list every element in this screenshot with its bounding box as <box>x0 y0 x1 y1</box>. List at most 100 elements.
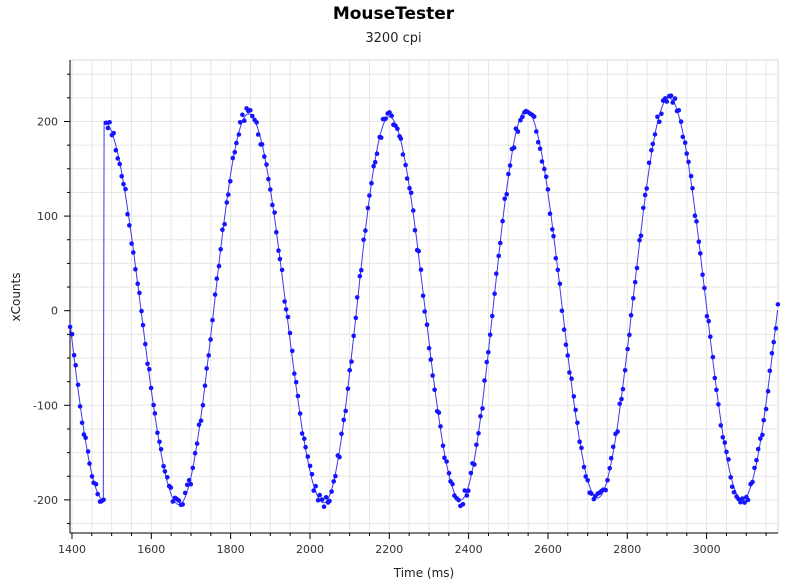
data-point <box>224 200 230 205</box>
data-point <box>240 112 245 118</box>
data-point <box>67 324 73 330</box>
data-point <box>165 475 170 480</box>
data-point <box>718 423 724 428</box>
data-point <box>728 475 733 480</box>
data-point <box>75 382 81 388</box>
data-point <box>738 499 743 505</box>
data-point <box>220 227 225 232</box>
data-point <box>264 162 269 167</box>
data-point <box>550 227 555 232</box>
data-point <box>73 362 78 368</box>
data-point <box>305 454 311 459</box>
data-point <box>619 396 624 402</box>
data-point <box>198 418 204 424</box>
data-point <box>343 408 349 414</box>
data-point <box>498 240 503 246</box>
data-point <box>432 387 437 393</box>
data-point <box>408 190 414 196</box>
data-point <box>627 332 632 338</box>
data-point <box>466 488 471 494</box>
data-point <box>545 187 551 192</box>
data-point <box>188 481 194 487</box>
data-point <box>403 162 408 168</box>
data-point <box>500 218 505 224</box>
data-point <box>430 373 435 378</box>
data-point <box>628 312 634 318</box>
data-point <box>202 383 208 389</box>
data-point <box>702 285 707 291</box>
data-point <box>107 120 112 125</box>
y-tick-label: 0 <box>51 305 58 318</box>
data-point <box>182 490 188 496</box>
data-point <box>161 463 166 469</box>
data-point <box>690 186 695 191</box>
data-point <box>571 394 577 399</box>
data-point <box>573 407 578 413</box>
data-point <box>404 176 410 181</box>
data-point <box>480 406 485 411</box>
data-point <box>534 129 539 134</box>
data-point <box>537 146 543 152</box>
data-point <box>688 173 694 179</box>
data-point <box>557 281 563 287</box>
axes-layer <box>64 59 779 539</box>
data-point <box>765 388 771 394</box>
data-point <box>200 402 206 408</box>
data-point <box>638 233 644 238</box>
data-point <box>502 196 508 202</box>
x-tick-label: 2400 <box>455 543 483 556</box>
x-tick-label: 2200 <box>375 543 403 556</box>
data-point <box>555 267 561 273</box>
data-point <box>69 331 75 337</box>
data-point <box>192 450 198 456</box>
data-point <box>236 132 242 137</box>
data-point <box>684 151 689 156</box>
data-point <box>716 402 721 407</box>
data-point <box>531 114 537 119</box>
data-point <box>769 350 775 356</box>
x-tick-label: 2800 <box>613 543 641 556</box>
data-point <box>553 255 559 261</box>
data-point <box>113 148 119 153</box>
data-point <box>77 404 83 409</box>
data-point <box>329 489 334 494</box>
data-point <box>367 193 372 198</box>
data-point <box>511 145 517 150</box>
data-point <box>129 241 134 246</box>
chart-title: MouseTester <box>332 4 455 24</box>
data-point <box>387 110 392 115</box>
y-tick-label: -100 <box>33 399 58 412</box>
data-point <box>157 439 162 445</box>
data-point <box>763 406 769 412</box>
data-point <box>287 330 293 336</box>
data-point <box>446 470 452 476</box>
data-point <box>83 435 88 441</box>
data-point <box>180 502 185 507</box>
data-point <box>672 96 678 101</box>
data-point <box>615 429 620 434</box>
data-point <box>212 292 218 297</box>
data-point <box>357 273 363 279</box>
data-point <box>363 228 368 233</box>
data-point <box>232 150 238 155</box>
x-tick-label: 2600 <box>534 543 562 556</box>
data-point <box>270 202 275 208</box>
data-point <box>140 322 146 328</box>
data-point <box>680 134 686 140</box>
data-point <box>276 248 281 253</box>
data-point <box>632 279 638 285</box>
data-point <box>745 497 751 503</box>
data-point <box>722 440 728 445</box>
data-point <box>313 483 319 489</box>
data-point <box>668 93 674 98</box>
data-point <box>520 114 525 120</box>
data-point <box>133 267 138 272</box>
data-point <box>339 431 344 437</box>
data-point <box>518 117 523 123</box>
data-point <box>617 401 622 407</box>
data-point <box>283 307 289 312</box>
data-point <box>641 205 646 211</box>
data-point <box>117 161 122 167</box>
data-point <box>755 446 761 452</box>
data-point <box>712 375 718 381</box>
